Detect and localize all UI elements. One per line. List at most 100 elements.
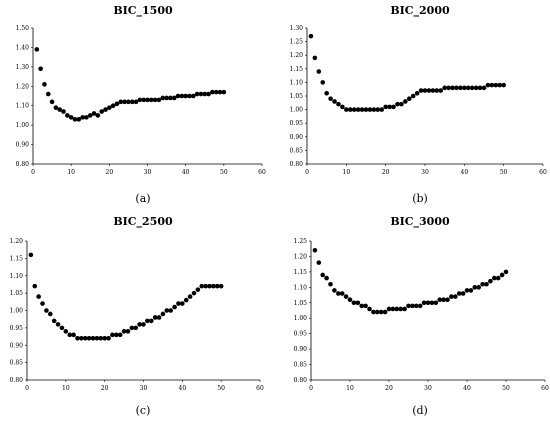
y-tick-label: 1.00	[294, 315, 308, 322]
data-point	[460, 291, 466, 296]
data-point	[391, 104, 396, 110]
data-point	[442, 85, 447, 91]
y-tick-label: 1.10	[16, 103, 30, 110]
data-point	[175, 93, 181, 99]
data-point	[425, 300, 431, 306]
data-point	[488, 278, 493, 284]
data-point	[492, 275, 497, 281]
data-point	[320, 80, 326, 85]
data-point	[198, 91, 204, 97]
chart-c-title: BIC_2500	[113, 215, 173, 229]
data-point	[367, 107, 373, 112]
data-point	[477, 85, 483, 91]
data-point	[129, 99, 135, 105]
data-point	[86, 336, 92, 341]
data-point	[164, 95, 169, 101]
x-tick-label: 10	[67, 169, 75, 176]
y-tick-label: 1.00	[10, 308, 24, 315]
data-point	[387, 104, 392, 110]
data-point	[453, 294, 458, 299]
y-tick-label: 0.80	[290, 161, 304, 168]
data-point	[133, 99, 139, 105]
data-point	[485, 82, 491, 88]
data-point	[121, 329, 127, 334]
chart-d-title: BIC_3000	[390, 215, 450, 229]
data-point	[79, 336, 84, 341]
data-point	[328, 281, 333, 287]
data-point	[378, 309, 384, 315]
data-point	[347, 297, 353, 302]
x-tick-label: 60	[258, 169, 266, 176]
data-point	[168, 308, 173, 313]
data-point	[145, 97, 150, 103]
data-point	[176, 301, 181, 306]
y-tick-label: 0.80	[294, 377, 308, 384]
data-point	[489, 82, 495, 88]
y-tick-label: 0.85	[294, 362, 308, 369]
data-point	[38, 66, 43, 72]
y-tick-label: 1.10	[290, 79, 304, 86]
data-point	[446, 85, 451, 91]
data-point	[117, 332, 123, 338]
data-point	[82, 336, 88, 341]
chart-b-title: BIC_2000	[390, 4, 450, 18]
data-point	[110, 332, 115, 338]
data-point	[316, 260, 322, 265]
data-point	[214, 283, 220, 289]
data-point	[379, 107, 385, 112]
chart-d: BIC_3000 (d) 0.80 0.85 0.90 0.95 1.00 1.05 1.1…	[294, 215, 549, 417]
data-point	[437, 297, 443, 302]
data-point	[218, 283, 224, 289]
data-point	[53, 105, 59, 110]
y-tick-label: 0.95	[10, 325, 24, 332]
data-point	[410, 93, 416, 99]
data-point	[160, 311, 166, 317]
data-point	[426, 88, 432, 93]
data-point	[499, 272, 505, 278]
data-point	[114, 101, 120, 107]
y-tick-label: 1.05	[10, 290, 24, 297]
x-tick-label: 60	[539, 169, 547, 176]
data-point	[122, 99, 127, 105]
data-point	[148, 318, 154, 324]
y-tick-label: 0.90	[290, 134, 304, 141]
data-point	[63, 329, 69, 334]
y-tick-label: 1.25	[294, 238, 308, 245]
data-point	[156, 315, 162, 320]
data-point	[187, 93, 192, 99]
data-point	[312, 247, 318, 253]
data-point	[87, 113, 93, 118]
x-tick-label: 10	[62, 385, 70, 392]
y-tick-label: 1.20	[16, 83, 30, 90]
data-point	[125, 329, 131, 334]
data-point	[383, 104, 388, 110]
y-tick-label: 0.95	[294, 331, 308, 338]
data-point	[332, 99, 337, 104]
x-tick-label: 30	[421, 169, 429, 176]
y-tick-label: 1.20	[290, 52, 304, 59]
x-tick-label: 40	[463, 385, 471, 392]
data-point	[68, 115, 74, 120]
data-point	[336, 291, 341, 296]
data-point	[129, 325, 135, 331]
data-point	[156, 97, 162, 103]
data-point	[394, 306, 400, 312]
data-point	[126, 99, 131, 105]
data-point	[145, 318, 150, 324]
y-tick-label: 1.50	[16, 25, 30, 32]
y-tick-label: 1.15	[290, 66, 304, 73]
x-tick-label: 50	[500, 169, 508, 176]
data-point	[402, 306, 407, 312]
data-point	[195, 287, 201, 292]
x-tick-label: 0	[31, 169, 35, 176]
chart-a-title: BIC_1500	[113, 4, 173, 18]
data-point	[406, 303, 411, 309]
x-tick-label: 30	[140, 385, 148, 392]
data-point	[76, 117, 82, 122]
x-tick-label: 10	[346, 385, 354, 392]
data-point	[40, 301, 45, 306]
y-tick-label: 1.10	[294, 284, 308, 291]
data-point	[445, 297, 450, 302]
data-point	[339, 291, 345, 296]
data-point	[421, 300, 427, 306]
